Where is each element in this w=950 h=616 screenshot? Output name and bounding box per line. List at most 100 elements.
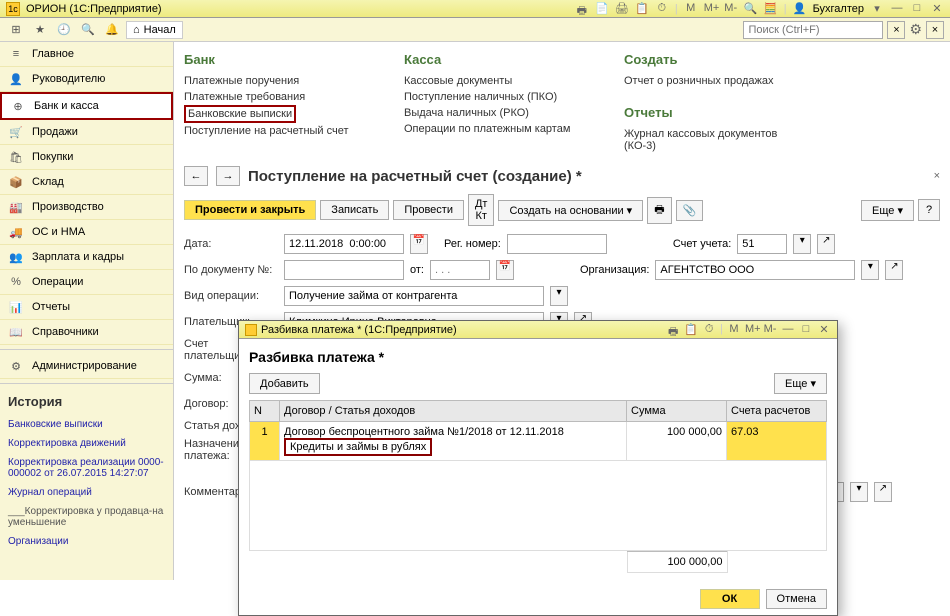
chart-icon: 📊 — [8, 299, 24, 315]
popup-clock-icon[interactable]: ⏱ — [702, 323, 716, 337]
ok-button[interactable]: ОК — [700, 589, 760, 609]
calendar2-icon[interactable]: 📅 — [496, 260, 514, 280]
link-payment-requests[interactable]: Платежные требования — [184, 89, 364, 105]
popup-logo — [245, 324, 257, 336]
calc-icon[interactable]: 🧮 — [764, 2, 778, 16]
sidebar-item-reports[interactable]: 📊Отчеты — [0, 295, 173, 320]
history-item[interactable]: Организации — [0, 532, 173, 551]
sidebar-item-manager[interactable]: 👤Руководителю — [0, 67, 173, 92]
help-button[interactable]: ? — [918, 199, 940, 221]
popup-print-icon[interactable]: 🖶 — [666, 323, 680, 337]
clear-search-button[interactable]: × — [887, 21, 905, 39]
sidebar-item-purchases[interactable]: 🛍Покупки — [0, 145, 173, 170]
sidebar-item-main[interactable]: ≡Главное — [0, 42, 173, 67]
forward-button[interactable]: → — [216, 166, 240, 186]
doc-icon[interactable]: 📄 — [595, 2, 609, 16]
search-input[interactable] — [743, 21, 883, 39]
history-item[interactable]: Корректировка движений — [0, 434, 173, 453]
sidebar-item-admin[interactable]: ⚙Администрирование — [0, 354, 173, 379]
add-row-button[interactable]: Добавить — [249, 373, 320, 394]
post-and-close-button[interactable]: Провести и закрыть — [184, 200, 316, 220]
from-date-input[interactable] — [430, 260, 490, 280]
dropdown-button[interactable]: ▾ — [550, 286, 568, 306]
minimize-icon[interactable]: — — [890, 2, 904, 16]
open-button[interactable]: ↗ — [817, 234, 835, 254]
grid-icon[interactable]: ⊞ — [6, 21, 26, 39]
popup-copy-icon[interactable]: 📋 — [684, 323, 698, 337]
history-icon[interactable]: 🕘 — [54, 21, 74, 39]
calendar-icon[interactable]: 📅 — [410, 234, 428, 254]
history-item[interactable]: ___Корректировка у продавца-на уменьшени… — [0, 502, 173, 532]
popup-more-button[interactable]: Еще ▾ — [774, 373, 827, 394]
link-bank-statements[interactable]: Банковские выписки — [184, 105, 296, 123]
more-button[interactable]: Еще ▾ — [861, 200, 914, 221]
link-ko3[interactable]: Журнал кассовых документов (КО-3) — [624, 126, 804, 154]
maximize-icon[interactable]: □ — [910, 2, 924, 16]
link-cash-docs[interactable]: Кассовые документы — [404, 73, 584, 89]
sidebar-item-operations[interactable]: %Операции — [0, 270, 173, 295]
sidebar-item-warehouse[interactable]: 📦Склад — [0, 170, 173, 195]
popup-min-icon[interactable]: — — [781, 323, 795, 337]
sidebar-item-sales[interactable]: 🛒Продажи — [0, 120, 173, 145]
dropdown-button[interactable]: ▾ — [861, 260, 879, 280]
close-icon[interactable]: ✕ — [930, 2, 944, 16]
link-receipt[interactable]: Поступление на расчетный счет — [184, 123, 364, 139]
home-button[interactable]: ⌂ Начал — [126, 21, 183, 39]
print-icon[interactable]: 🖶 — [575, 2, 589, 16]
link-rko[interactable]: Выдача наличных (РКО) — [404, 105, 584, 121]
cancel-button[interactable]: Отмена — [766, 589, 827, 609]
close-doc-button[interactable]: × — [934, 170, 940, 182]
zoom-icon[interactable]: 🔍 — [744, 2, 758, 16]
popup-close-icon[interactable]: ✕ — [817, 323, 831, 337]
col-n: N — [250, 401, 280, 422]
dropdown-button[interactable]: ▾ — [793, 234, 811, 254]
link-card-ops[interactable]: Операции по платежным картам — [404, 121, 584, 137]
open-button[interactable]: ↗ — [885, 260, 903, 280]
star-icon[interactable]: ★ — [30, 21, 50, 39]
link-retail-report[interactable]: Отчет о розничных продажах — [624, 73, 804, 89]
post-button[interactable]: Провести — [393, 200, 464, 220]
history-item[interactable]: Банковские выписки — [0, 415, 173, 434]
sidebar-item-bank[interactable]: ⊕Банк и касса — [0, 92, 173, 120]
dt-kt-button[interactable]: ДтКт — [468, 194, 495, 226]
history-item[interactable]: Журнал операций — [0, 483, 173, 502]
clock-icon[interactable]: ⏱ — [655, 2, 669, 16]
save-button[interactable]: Записать — [320, 200, 389, 220]
open-button[interactable]: ↗ — [874, 482, 892, 502]
history-item[interactable]: Корректировка реализации 0000-000002 от … — [0, 453, 173, 483]
sidebar-item-refs[interactable]: 📖Справочники — [0, 320, 173, 345]
optype-input[interactable] — [284, 286, 544, 306]
sidebar-item-production[interactable]: 🏭Производство — [0, 195, 173, 220]
m-plus-icon[interactable]: М+ — [704, 2, 718, 16]
dropdown-icon[interactable]: ▾ — [870, 2, 884, 16]
attach-button[interactable]: 📎 — [676, 200, 704, 221]
dropdown-button[interactable]: ▾ — [850, 482, 868, 502]
account-input[interactable] — [737, 234, 787, 254]
cell-article: Кредиты и займы в рублях — [284, 438, 432, 456]
close-panel-button[interactable]: × — [926, 21, 944, 39]
back-button[interactable]: ← — [184, 166, 208, 186]
print-button[interactable]: 🖶 — [647, 197, 671, 224]
popup-m-icon[interactable]: М — [727, 323, 741, 337]
m-minus-icon[interactable]: М- — [724, 2, 738, 16]
sidebar-item-assets[interactable]: 🚚ОС и НМА — [0, 220, 173, 245]
popup-mminus-icon[interactable]: М- — [763, 323, 777, 337]
printer-icon[interactable]: 🖨 — [615, 2, 629, 16]
table-row[interactable]: 1 Договор беспроцентного займа №1/2018 о… — [250, 422, 827, 461]
popup-max-icon[interactable]: □ — [799, 323, 813, 337]
link-payment-orders[interactable]: Платежные поручения — [184, 73, 364, 89]
create-based-button[interactable]: Создать на основании ▾ — [498, 200, 643, 221]
bell-icon[interactable]: 🔔 — [102, 21, 122, 39]
clipboard-icon[interactable]: 📋 — [635, 2, 649, 16]
home-icon: ⌂ — [133, 24, 140, 36]
m-icon[interactable]: М — [684, 2, 698, 16]
link-pko[interactable]: Поступление наличных (ПКО) — [404, 89, 584, 105]
settings-icon[interactable]: ⚙ — [909, 21, 922, 38]
org-input[interactable] — [655, 260, 855, 280]
date-input[interactable] — [284, 234, 404, 254]
docnum-input[interactable] — [284, 260, 404, 280]
search-icon[interactable]: 🔍 — [78, 21, 98, 39]
sidebar-item-salary[interactable]: 👥Зарплата и кадры — [0, 245, 173, 270]
popup-mplus-icon[interactable]: М+ — [745, 323, 759, 337]
reg-input[interactable] — [507, 234, 607, 254]
